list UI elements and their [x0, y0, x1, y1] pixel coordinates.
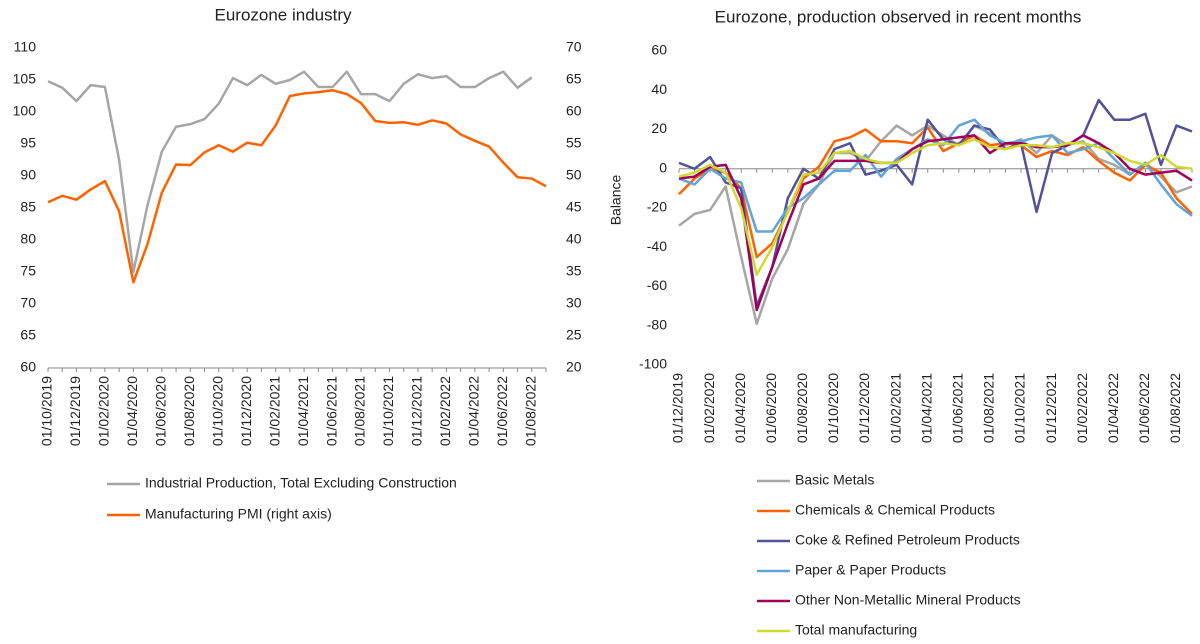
x-tick-label: 01/08/2021 [352, 376, 368, 446]
x-tick-label: 01/08/2022 [522, 376, 538, 446]
y2-tick-label: 65 [566, 71, 582, 87]
x-tick-label: 01/06/2020 [153, 376, 169, 446]
y-tick-label: -80 [647, 316, 667, 332]
x-tick-label: 01/08/2021 [981, 373, 997, 443]
x-tick-label: 01/04/2021 [295, 376, 311, 446]
x-tick-label: 01/06/2020 [763, 373, 779, 443]
legend-label: Chemicals & Chemical Products [795, 502, 995, 518]
chart-title: Eurozone industry [214, 5, 352, 24]
x-tick-label: 01/06/2021 [323, 376, 339, 446]
legend-label: Other Non-Metallic Mineral Products [795, 592, 1021, 608]
x-tick-label: 01/12/2020 [856, 373, 872, 443]
x-tick-label: 01/04/2022 [466, 376, 482, 446]
x-tick-label: 01/08/2020 [794, 373, 810, 443]
y-tick-label: 75 [20, 263, 36, 279]
legend-label: Paper & Paper Products [795, 562, 946, 578]
x-tick-label: 01/10/2021 [380, 376, 396, 446]
x-tick-label: 01/04/2020 [124, 376, 140, 446]
x-tick-label: 01/06/2021 [950, 373, 966, 443]
x-tick-label: 01/10/2020 [825, 373, 841, 443]
y2-tick-label: 40 [566, 231, 582, 247]
legend-label: Coke & Refined Petroleum Products [795, 532, 1020, 548]
x-tick-label: 01/12/2019 [670, 373, 686, 443]
y2-tick-label: 55 [566, 135, 582, 151]
legend-label: Basic Metals [795, 472, 874, 488]
y2-tick-label: 25 [566, 327, 582, 343]
x-tick-label: 01/02/2022 [437, 376, 453, 446]
x-tick-label: 01/12/2020 [238, 376, 254, 446]
x-tick-label: 01/02/2020 [96, 376, 112, 446]
x-tick-label: 01/10/2019 [39, 376, 55, 446]
series-line [47, 70, 533, 274]
x-tick-label: 01/06/2022 [1136, 373, 1152, 443]
x-tick-label: 01/08/2022 [1167, 373, 1183, 443]
x-tick-label: 01/10/2021 [1012, 373, 1028, 443]
x-tick-label: 01/02/2021 [887, 373, 903, 443]
x-tick-label: 01/08/2020 [181, 376, 197, 446]
series-line [678, 118, 1193, 233]
y-tick-label: 100 [13, 103, 37, 119]
y-tick-label: 65 [20, 327, 36, 343]
y-tick-label: 60 [20, 359, 36, 375]
y-tick-label: 90 [20, 167, 36, 183]
y2-tick-label: 60 [566, 103, 582, 119]
y-tick-label: 95 [20, 135, 36, 151]
series-line [678, 126, 1193, 259]
y2-tick-label: 70 [566, 39, 582, 55]
y2-tick-label: 45 [566, 199, 582, 215]
y-tick-label: 105 [13, 71, 37, 87]
x-tick-label: 01/02/2022 [1074, 373, 1090, 443]
y-tick-label: 20 [651, 120, 667, 136]
y2-tick-label: 20 [566, 359, 582, 375]
x-tick-label: 01/12/2021 [1043, 373, 1059, 443]
y-tick-label: 40 [651, 81, 667, 97]
y-tick-label: 80 [20, 231, 36, 247]
y-tick-label: -100 [639, 356, 667, 372]
series-line [678, 138, 1193, 276]
x-tick-label: 01/04/2020 [732, 373, 748, 443]
y-tick-label: 60 [651, 42, 667, 58]
y2-tick-label: 50 [566, 167, 582, 183]
x-tick-label: 01/12/2021 [409, 376, 425, 446]
y-tick-label: 110 [14, 39, 37, 55]
x-tick-label: 01/02/2021 [266, 376, 282, 446]
y2-tick-label: 30 [566, 295, 582, 311]
y-tick-label: 70 [20, 295, 36, 311]
y-tick-label: -40 [647, 238, 667, 254]
y-tick-label: -20 [647, 199, 667, 215]
y2-tick-label: 35 [566, 263, 582, 279]
chart-title: Eurozone, production observed in recent … [715, 7, 1082, 26]
legend-label: Industrial Production, Total Excluding C… [145, 475, 457, 491]
y-axis-label: Balance [608, 174, 624, 225]
y-tick-label: -60 [647, 277, 667, 293]
x-tick-label: 01/12/2019 [67, 376, 83, 446]
series-line [678, 134, 1193, 312]
series-line [47, 88, 547, 284]
legend-label: Total manufacturing [795, 622, 917, 638]
x-tick-label: 01/06/2022 [494, 376, 510, 446]
y-tick-label: 85 [20, 199, 36, 215]
y-tick-label: 0 [659, 159, 667, 175]
x-tick-label: 01/10/2020 [209, 376, 225, 446]
x-tick-label: 01/02/2020 [701, 373, 717, 443]
x-tick-label: 01/04/2021 [918, 373, 934, 443]
x-tick-label: 01/04/2022 [1105, 373, 1121, 443]
legend-label: Manufacturing PMI (right axis) [145, 506, 332, 522]
